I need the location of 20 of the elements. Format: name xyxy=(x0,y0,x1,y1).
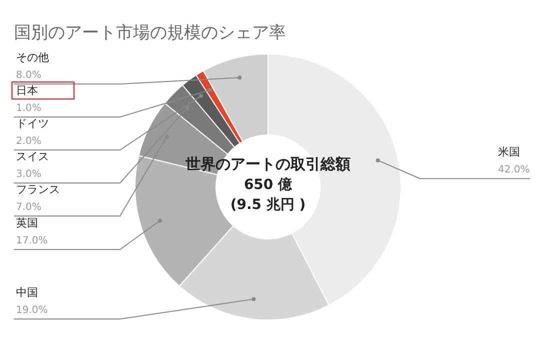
data-label: 7.0% xyxy=(16,202,42,213)
data-label: 3.0% xyxy=(16,169,42,180)
slice-label: その他 xyxy=(16,51,49,64)
slice-label: 日本 xyxy=(16,84,38,97)
slice-label: ドイツ xyxy=(16,117,49,130)
data-label: 42.0% xyxy=(498,164,530,176)
slice-label: フランス xyxy=(16,183,60,196)
data-label: 1.0% xyxy=(16,103,42,114)
slice-label: 英国 xyxy=(16,216,38,230)
slice-label: 米国 xyxy=(498,146,520,159)
text: (9.5 兆円 ) xyxy=(230,197,306,213)
text: 650 億 xyxy=(244,176,294,193)
text: 世界のアートの取引総額 xyxy=(184,155,350,173)
data-label: 17.0% xyxy=(16,235,48,246)
data-label: 2.0% xyxy=(16,136,42,147)
data-label: 8.0% xyxy=(16,70,42,81)
slice-label: 中国 xyxy=(16,286,38,299)
slice-label: スイス xyxy=(16,150,49,163)
data-label: 19.0% xyxy=(16,305,48,316)
chart-title: 国別のアート市場の規模のシェア率 xyxy=(14,23,286,43)
